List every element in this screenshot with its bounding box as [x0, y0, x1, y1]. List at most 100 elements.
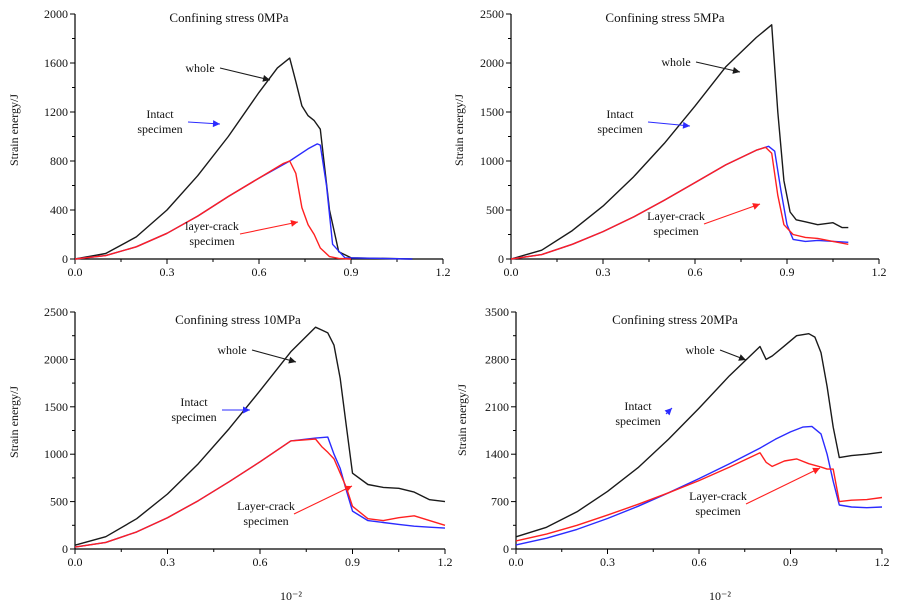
annotation-label: specimen — [171, 410, 216, 424]
x-tick-label: 0.9 — [344, 265, 359, 279]
annotation-arrowhead — [290, 220, 298, 227]
annotation-label: Intact — [606, 107, 634, 121]
annotation-arrow-line — [703, 203, 761, 225]
x-tick-label: 1.2 — [875, 555, 890, 569]
series-line-intact — [74, 143, 413, 260]
annotation-label: specimen — [695, 504, 740, 518]
annotation-label: Layer-crack — [689, 489, 747, 503]
annotation-label: Intact — [146, 107, 174, 121]
panel-confining-5mpa: Confining stress 5MPa Strain energy/J 0.… — [452, 7, 887, 279]
y-tick-label: 2800 — [485, 352, 509, 366]
panel-confining-0mpa: Confining stress 0MPa Strain energy/J 0.… — [7, 7, 451, 279]
annotation-label: whole — [685, 343, 714, 357]
y-tick-label: 2100 — [485, 400, 509, 414]
x-tick-label: 0.0 — [68, 555, 83, 569]
series-line-whole — [74, 326, 446, 546]
y-tick-label: 0 — [498, 252, 504, 266]
y-tick-label: 1600 — [44, 56, 68, 70]
series-line-layer-crack — [515, 452, 883, 542]
x-tick-label: 0.9 — [345, 555, 360, 569]
annotation-label: specimen — [137, 122, 182, 136]
y-tick-label: 2000 — [480, 56, 504, 70]
annotation-label: Layer-crack — [237, 499, 295, 513]
series-line-whole — [510, 24, 849, 260]
annotation-arrowhead — [732, 67, 740, 74]
series-line-whole — [515, 333, 883, 538]
series-line-whole — [74, 57, 413, 260]
y-tick-label: 1000 — [44, 447, 68, 461]
y-tick-label: 500 — [50, 495, 68, 509]
annotation-arrowhead — [682, 121, 690, 129]
y-tick-label: 3500 — [485, 305, 509, 319]
annotation-arrow-line — [219, 67, 271, 81]
panel-title: Confining stress 20MPa — [612, 312, 738, 327]
annotation-arrow-line — [745, 467, 821, 505]
annotation-label: Intact — [624, 399, 652, 413]
y-tick-label: 0 — [62, 542, 68, 556]
y-tick-label: 1000 — [480, 154, 504, 168]
panel-confining-20mpa: Confining stress 20MPa Strain energy/J 0… — [455, 305, 890, 569]
panel-confining-10mpa: Confining stress 10MPa Strain energy/J 0… — [7, 305, 453, 569]
x-axis-label-left: 10⁻² — [280, 589, 302, 603]
y-axis-label: Strain energy/J — [455, 384, 469, 456]
x-tick-label: 1.2 — [436, 265, 451, 279]
series-line-intact — [515, 425, 883, 546]
annotation-arrowhead — [812, 467, 820, 475]
annotation-arrowhead — [738, 354, 746, 361]
x-axis-label-right: 10⁻² — [709, 589, 731, 603]
x-tick-label: 0.0 — [509, 555, 524, 569]
series-line-layer-crack — [74, 438, 446, 548]
x-tick-label: 1.2 — [438, 555, 453, 569]
annotation-label: specimen — [615, 414, 660, 428]
y-tick-label: 800 — [50, 154, 68, 168]
annotation-label: specimen — [189, 234, 234, 248]
y-tick-label: 400 — [50, 203, 68, 217]
annotation-label: Intact — [180, 395, 208, 409]
y-tick-label: 1500 — [480, 105, 504, 119]
y-tick-label: 1200 — [44, 105, 68, 119]
annotation-label: whole — [217, 343, 246, 357]
annotation-arrowhead — [752, 203, 760, 210]
y-axis-label: Strain energy/J — [7, 94, 21, 166]
y-tick-label: 500 — [486, 203, 504, 217]
series-line-layer-crack — [510, 146, 849, 260]
x-tick-label: 0.3 — [596, 265, 611, 279]
annotation-arrow-line — [251, 349, 297, 363]
x-tick-label: 0.6 — [253, 555, 268, 569]
y-tick-label: 1400 — [485, 447, 509, 461]
annotation-label: specimen — [243, 514, 288, 528]
x-tick-label: 0.6 — [688, 265, 703, 279]
annotation-arrow-line — [647, 121, 691, 127]
annotation-arrow-line — [239, 221, 299, 235]
annotation-arrowhead — [344, 485, 352, 493]
y-tick-label: 2000 — [44, 7, 68, 21]
y-axis-label: Strain energy/J — [7, 386, 21, 458]
panel-title: Confining stress 5MPa — [605, 10, 724, 25]
annotation-arrowhead — [243, 406, 250, 414]
x-tick-label: 0.9 — [780, 265, 795, 279]
y-tick-label: 700 — [491, 495, 509, 509]
annotation-arrowhead — [212, 120, 220, 128]
x-tick-label: 0.3 — [600, 555, 615, 569]
y-tick-label: 0 — [62, 252, 68, 266]
annotation-arrow-line — [695, 61, 741, 73]
series-line-intact — [74, 436, 446, 548]
annotation-label: layer-crack — [185, 219, 239, 233]
annotation-arrowhead — [288, 356, 296, 364]
series-line-intact — [510, 145, 849, 260]
panel-title: Confining stress 10MPa — [175, 312, 301, 327]
annotation-label: specimen — [653, 224, 698, 238]
x-tick-label: 0.9 — [783, 555, 798, 569]
x-tick-label: 0.0 — [504, 265, 519, 279]
series-line-layer-crack — [74, 160, 352, 260]
x-tick-label: 0.3 — [160, 555, 175, 569]
annotation-label: whole — [661, 55, 690, 69]
annotation-label: whole — [185, 61, 214, 75]
panel-title: Confining stress 0MPa — [169, 10, 288, 25]
x-tick-label: 0.0 — [68, 265, 83, 279]
y-tick-label: 2500 — [480, 7, 504, 21]
annotation-arrowhead — [664, 408, 672, 416]
annotation-label: specimen — [597, 122, 642, 136]
x-tick-label: 0.3 — [160, 265, 175, 279]
